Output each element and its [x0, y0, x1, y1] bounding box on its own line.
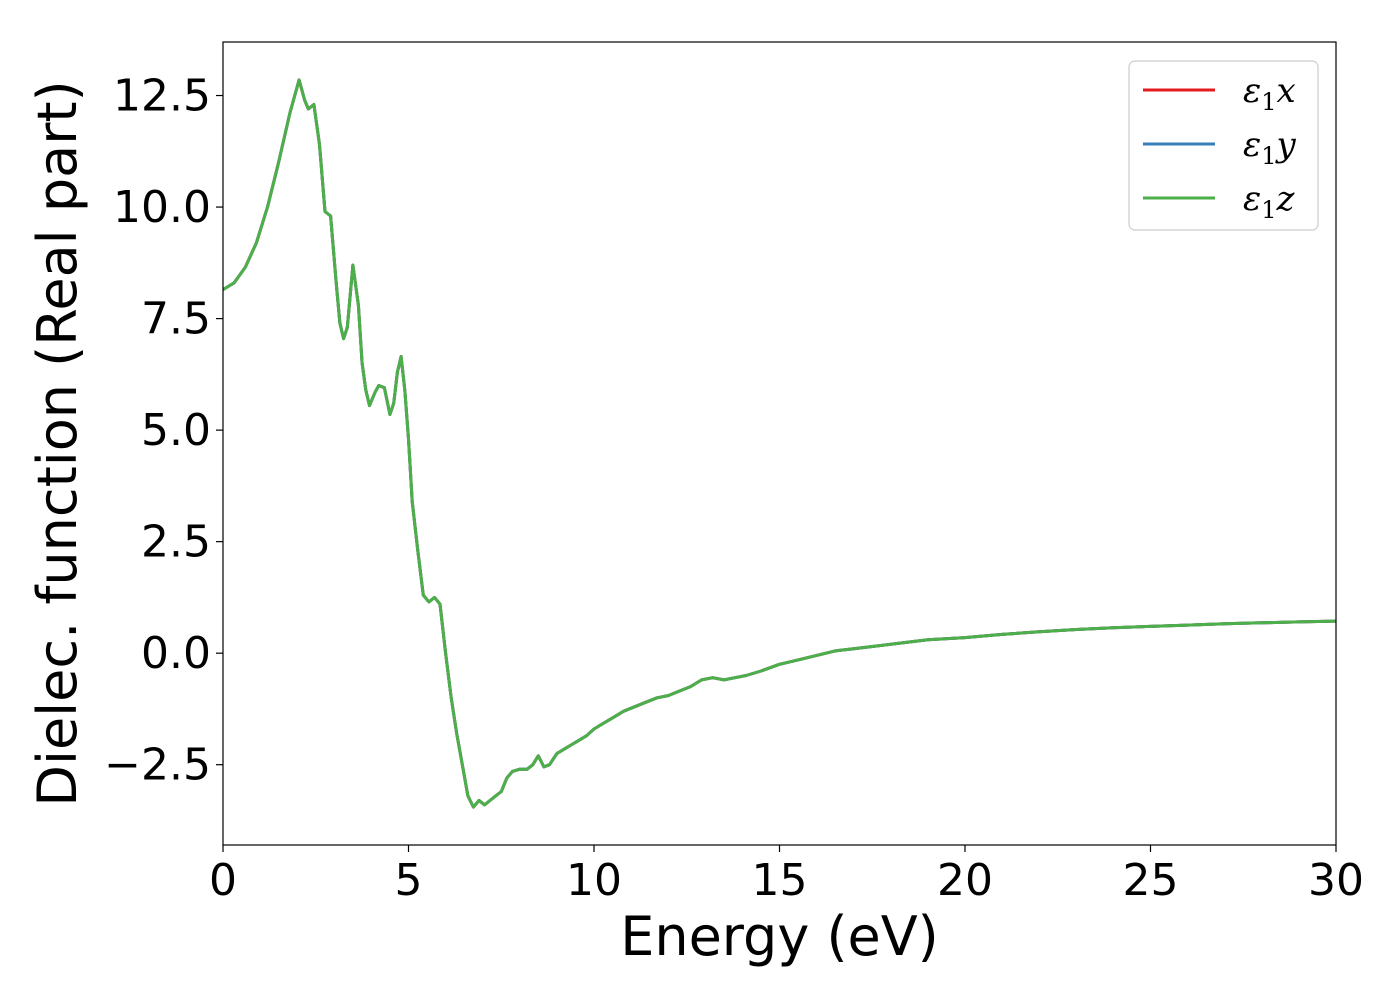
y-tick-label: 0.0	[141, 628, 211, 679]
legend-label-3: ε1z	[1243, 179, 1296, 224]
x-axis-label: Energy (eV)	[620, 905, 939, 968]
y-axis-label: Dielec. function (Real part)	[26, 80, 89, 806]
series-line-3	[223, 78, 1336, 809]
x-tick-label: 5	[395, 855, 423, 906]
x-tick-label: 10	[566, 855, 622, 906]
legend-box	[1128, 60, 1319, 231]
y-tick-label: 10.0	[113, 182, 211, 233]
x-tick-label: 0	[209, 855, 237, 906]
y-tick-label: 12.5	[113, 71, 211, 122]
legend-label-1: ε1x	[1243, 71, 1296, 116]
x-tick-label: 15	[752, 855, 808, 906]
y-tick-label: 2.5	[141, 517, 211, 568]
y-tick-label: 5.0	[141, 405, 211, 456]
series-layer	[223, 78, 1336, 809]
y-tick-label: 7.5	[141, 294, 211, 345]
ticks-layer: 0 5 10 15 20 25 30 −2.5 0.0 2.5 5.0 7.5 10.0 12.5	[104, 71, 1364, 906]
y-tick-label: −2.5	[104, 740, 211, 791]
x-tick-label: 30	[1308, 855, 1364, 906]
x-tick-label: 25	[1123, 855, 1179, 906]
legend: ε1x ε1y ε1z	[1128, 60, 1319, 231]
legend-label-2: ε1y	[1243, 125, 1297, 170]
x-tick-label: 20	[937, 855, 993, 906]
